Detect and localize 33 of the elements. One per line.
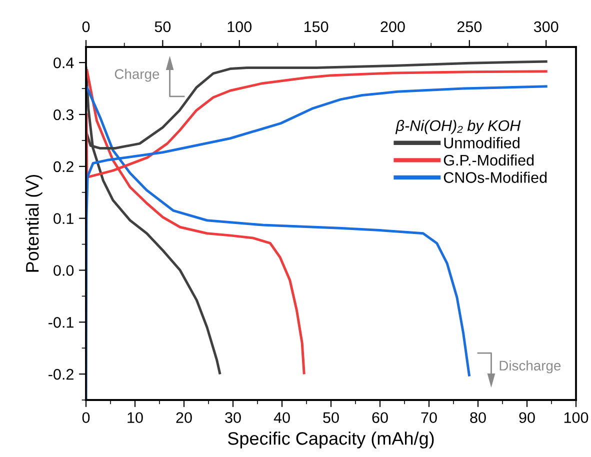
x-tick-label: 0 (82, 412, 90, 424)
x-tick-label: 20 (176, 412, 192, 424)
x2-tick-label: 300 (534, 21, 558, 32)
x2-tick-label: 150 (304, 21, 328, 32)
y-tick-label: -0.2 (48, 368, 74, 380)
x-tick-label: 100 (564, 412, 588, 424)
annotation: Charge (114, 68, 160, 82)
x-tick-label: 10 (128, 412, 143, 424)
y-tick-label: 0.2 (54, 161, 74, 172)
y-tick-label: -0.1 (48, 317, 74, 328)
y-tick-label: 0.1 (54, 213, 74, 224)
x-tick-label: 80 (470, 412, 486, 424)
y-tick-label: 0.3 (54, 109, 74, 120)
x-tick-label: 90 (519, 412, 535, 424)
x-tick-label: 30 (225, 412, 241, 424)
legend-label: CNOs-Modified (444, 172, 547, 183)
x-tick-label: 40 (274, 412, 290, 424)
annotation: Discharge (500, 360, 561, 374)
legend-title: β-Ni(OH)₂ by KOH (395, 120, 521, 134)
x2-tick-label: 50 (154, 21, 171, 32)
legend-label: G.P.-Modified (444, 154, 534, 166)
x2-tick-label: 200 (380, 21, 405, 32)
x-tick-label: 50 (323, 412, 339, 424)
x-tick-label: 60 (372, 412, 388, 424)
legend-label: Unmodified (444, 137, 520, 148)
y-axis-title: Potential (V) (25, 174, 42, 272)
y-tick-label: 0.0 (54, 265, 74, 276)
x2-tick-label: 100 (228, 21, 252, 32)
x2-tick-label: 250 (457, 21, 482, 32)
x2-tick-label: 0 (82, 21, 90, 32)
x-axis-title: Specific Capacity (mAh/g) (228, 432, 434, 448)
y-tick-label: 0.4 (54, 57, 74, 68)
x-tick-label: 70 (421, 412, 437, 424)
